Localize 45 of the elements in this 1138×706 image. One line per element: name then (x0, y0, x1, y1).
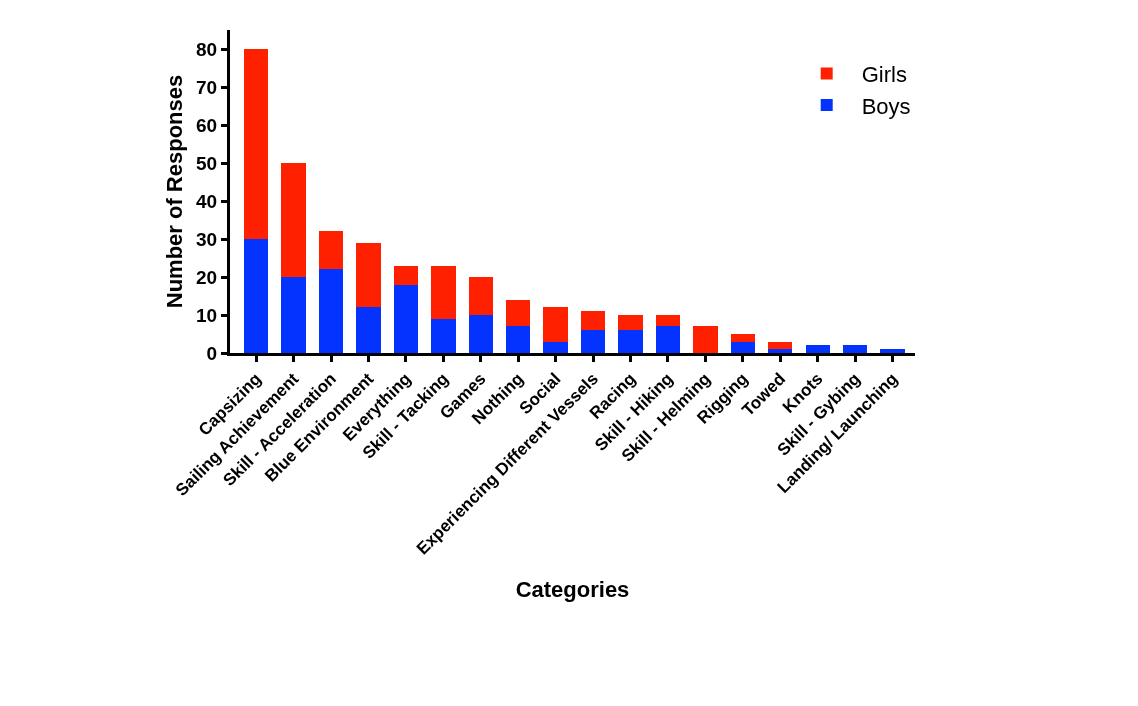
bar (468, 277, 493, 315)
bar (655, 326, 681, 353)
y-tick-label: 50 (196, 152, 218, 174)
bar (281, 163, 306, 277)
bar (393, 265, 419, 285)
bar (805, 345, 830, 353)
legend-label: Girls (861, 61, 907, 87)
bar (356, 307, 381, 353)
bar (468, 315, 493, 353)
bar (393, 284, 419, 353)
bar (618, 330, 643, 353)
bar (281, 277, 306, 353)
bar (431, 318, 456, 353)
y-tick-label: 40 (196, 190, 218, 212)
y-tick-label: 30 (196, 228, 218, 250)
x-axis-title: Categories (515, 577, 630, 603)
bar (880, 349, 905, 353)
bar (768, 349, 793, 353)
bar (318, 231, 344, 270)
y-tick-label: 10 (196, 304, 218, 326)
bar (431, 265, 456, 319)
bar (768, 341, 793, 350)
y-tick-label: 0 (206, 342, 218, 364)
y-tick-label: 70 (196, 76, 218, 98)
bar (543, 341, 568, 353)
bar (580, 311, 606, 331)
bar (506, 299, 531, 327)
legend-label: Boys (861, 93, 911, 119)
bar (655, 315, 681, 327)
bar (543, 307, 568, 342)
bar (356, 242, 381, 308)
bar (730, 334, 755, 342)
bar (244, 239, 269, 353)
bar (506, 326, 531, 353)
y-tick-label: 80 (196, 38, 218, 60)
y-tick-label: 20 (196, 266, 218, 288)
bar (580, 330, 606, 353)
bar (318, 269, 344, 353)
y-tick-label: 60 (196, 114, 218, 136)
bar (693, 326, 718, 353)
bar (730, 341, 755, 353)
bar (244, 49, 269, 239)
bar (842, 345, 868, 353)
y-axis-title: Number of Responses (161, 74, 187, 309)
bar (618, 315, 643, 331)
